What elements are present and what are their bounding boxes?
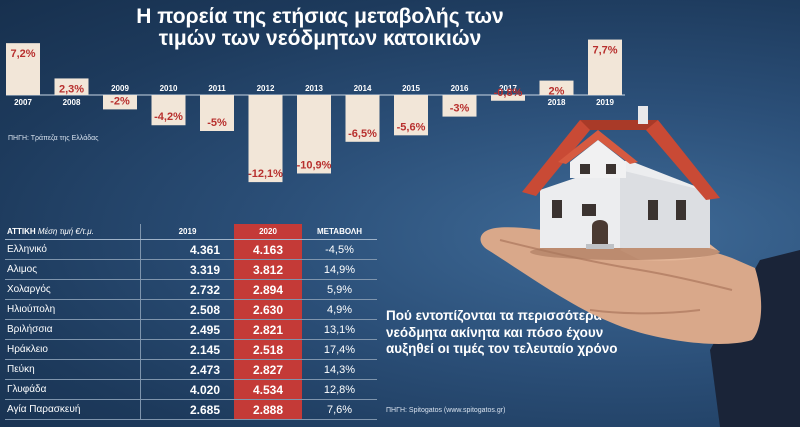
row-area: Χολαργός bbox=[5, 279, 141, 300]
row-change: 5,9% bbox=[302, 279, 377, 300]
chart-bar bbox=[151, 95, 186, 126]
chart-value-label: -3% bbox=[450, 103, 470, 115]
row-value-2020: 4.163 bbox=[234, 239, 302, 260]
chart-bar bbox=[345, 95, 380, 142]
chart-tick-label: 2014 bbox=[354, 84, 372, 93]
chart-value-label: -0,8% bbox=[494, 87, 523, 99]
chart-bar bbox=[200, 95, 234, 131]
chart-value-label: -6,5% bbox=[348, 128, 377, 140]
chart-tick-label: 2017 bbox=[499, 84, 517, 93]
chart-value-label: 2% bbox=[549, 86, 565, 98]
row-change: 14,3% bbox=[302, 359, 377, 380]
row-value-2019: 3.319 bbox=[140, 259, 234, 280]
chart-tick-label: 2018 bbox=[548, 98, 566, 107]
promo-text: Πού εντοπίζονται τα περισσότερα νεόδμητα… bbox=[386, 308, 618, 356]
row-value-2019: 2.473 bbox=[140, 359, 234, 380]
header-change: ΜΕΤΑΒΟΛΗ bbox=[302, 224, 377, 240]
chart-value-label: 7,2% bbox=[10, 48, 35, 60]
chart-value-label: -12,1% bbox=[248, 168, 283, 180]
chart-tick-label: 2019 bbox=[596, 98, 614, 107]
row-area: Αγία Παρασκευή bbox=[5, 399, 141, 420]
chart-tick-label: 2016 bbox=[451, 84, 469, 93]
table-row: Γλυφάδα 4.020 4.534 12,8% bbox=[5, 379, 377, 400]
chart-bar bbox=[297, 95, 331, 174]
table-row: Ελληνικό 4.361 4.163 -4,5% bbox=[5, 239, 377, 260]
chart-bar bbox=[54, 78, 89, 95]
chart-tick-label: 2010 bbox=[160, 84, 178, 93]
chart-tick-label: 2015 bbox=[402, 84, 420, 93]
bar-chart: 2007 7,2% 2008 2,3% 2009 -2% 2010 -4,2% 2011 -5% 2… bbox=[6, 39, 625, 183]
row-value-2019: 2.732 bbox=[140, 279, 234, 300]
row-value-2020: 2.821 bbox=[234, 319, 302, 340]
chart-title: Η πορεία της ετήσιας μεταβολής των τιμών… bbox=[136, 5, 504, 50]
house-on-hand-icon bbox=[480, 106, 800, 427]
table-row: Ηράκλειο 2.145 2.518 17,4% bbox=[5, 339, 377, 360]
row-area: Αλιμος bbox=[5, 259, 141, 280]
row-change: 7,6% bbox=[302, 399, 377, 420]
price-table: ΑΤΤΙΚΗ Μέση τιμή €/τ.μ. 2019 2020 ΜΕΤΑΒΟ… bbox=[5, 224, 377, 420]
chart-value-label: -5,6% bbox=[397, 121, 426, 133]
chart-value-label: 2,3% bbox=[59, 83, 84, 95]
chart-bar bbox=[539, 80, 574, 95]
row-value-2020: 3.812 bbox=[234, 259, 302, 280]
table-row: Βριλήσσια 2.495 2.821 13,1% bbox=[5, 319, 377, 340]
row-area: Ελληνικό bbox=[5, 239, 141, 260]
row-value-2019: 2.145 bbox=[140, 339, 234, 360]
chart-tick-label: 2011 bbox=[208, 84, 226, 93]
table-row: Αγία Παρασκευή 2.685 2.888 7,6% bbox=[5, 399, 377, 420]
table-row: Αλιμος 3.319 3.812 14,9% bbox=[5, 259, 377, 280]
chart-tick-label: 2012 bbox=[257, 84, 275, 93]
row-value-2019: 4.361 bbox=[140, 239, 234, 260]
header-area: ΑΤΤΙΚΗ Μέση τιμή €/τ.μ. bbox=[5, 224, 141, 240]
row-value-2019: 2.495 bbox=[140, 319, 234, 340]
chart-bar bbox=[588, 39, 622, 95]
row-area: Πεύκη bbox=[5, 359, 141, 380]
chart-bar bbox=[394, 95, 428, 136]
row-value-2019: 2.508 bbox=[140, 299, 234, 320]
chart-value-label: -10,9% bbox=[297, 159, 332, 171]
row-value-2019: 2.685 bbox=[140, 399, 234, 420]
chart-value-label: -4,2% bbox=[154, 111, 183, 123]
table-row: Χολαργός 2.732 2.894 5,9% bbox=[5, 279, 377, 300]
row-value-2019: 4.020 bbox=[140, 379, 234, 400]
chart-tick-label: 2013 bbox=[305, 84, 323, 93]
table-header-row: ΑΤΤΙΚΗ Μέση τιμή €/τ.μ. 2019 2020 ΜΕΤΑΒΟ… bbox=[5, 224, 377, 240]
chart-bar bbox=[491, 95, 525, 101]
row-value-2020: 2.894 bbox=[234, 279, 302, 300]
chart-bar bbox=[442, 95, 477, 117]
chart-value-label: -5% bbox=[207, 117, 227, 129]
row-change: 17,4% bbox=[302, 339, 377, 360]
chart-bar bbox=[248, 95, 283, 183]
row-area: Ηλιούπολη bbox=[5, 299, 141, 320]
row-area: Γλυφάδα bbox=[5, 379, 141, 400]
row-change: 14,9% bbox=[302, 259, 377, 280]
table-row: Πεύκη 2.473 2.827 14,3% bbox=[5, 359, 377, 380]
chart-source: ΠΗΓΗ: Τράπεζα της Ελλάδας bbox=[8, 135, 99, 142]
table-row: Ηλιούπολη 2.508 2.630 4,9% bbox=[5, 299, 377, 320]
row-change: 13,1% bbox=[302, 319, 377, 340]
row-change: -4,5% bbox=[302, 239, 377, 260]
chart-value-label: -2% bbox=[110, 95, 130, 107]
header-2019: 2019 bbox=[140, 224, 234, 240]
row-change: 4,9% bbox=[302, 299, 377, 320]
row-value-2020: 2.888 bbox=[234, 399, 302, 420]
chart-value-label: 7,7% bbox=[592, 45, 617, 57]
table-source: ΠΗΓΗ: Spitogatos (www.spitogatos.gr) bbox=[386, 407, 506, 414]
row-value-2020: 2.827 bbox=[234, 359, 302, 380]
chart-tick-label: 2008 bbox=[63, 98, 81, 107]
row-area: Ηράκλειο bbox=[5, 339, 141, 360]
row-change: 12,8% bbox=[302, 379, 377, 400]
row-value-2020: 4.534 bbox=[234, 379, 302, 400]
chart-bar bbox=[6, 43, 40, 95]
row-value-2020: 2.518 bbox=[234, 339, 302, 360]
chart-bar bbox=[103, 95, 137, 110]
header-2020: 2020 bbox=[234, 224, 302, 240]
row-area: Βριλήσσια bbox=[5, 319, 141, 340]
row-value-2020: 2.630 bbox=[234, 299, 302, 320]
chart-tick-label: 2007 bbox=[14, 98, 32, 107]
chart-tick-label: 2009 bbox=[111, 84, 129, 93]
